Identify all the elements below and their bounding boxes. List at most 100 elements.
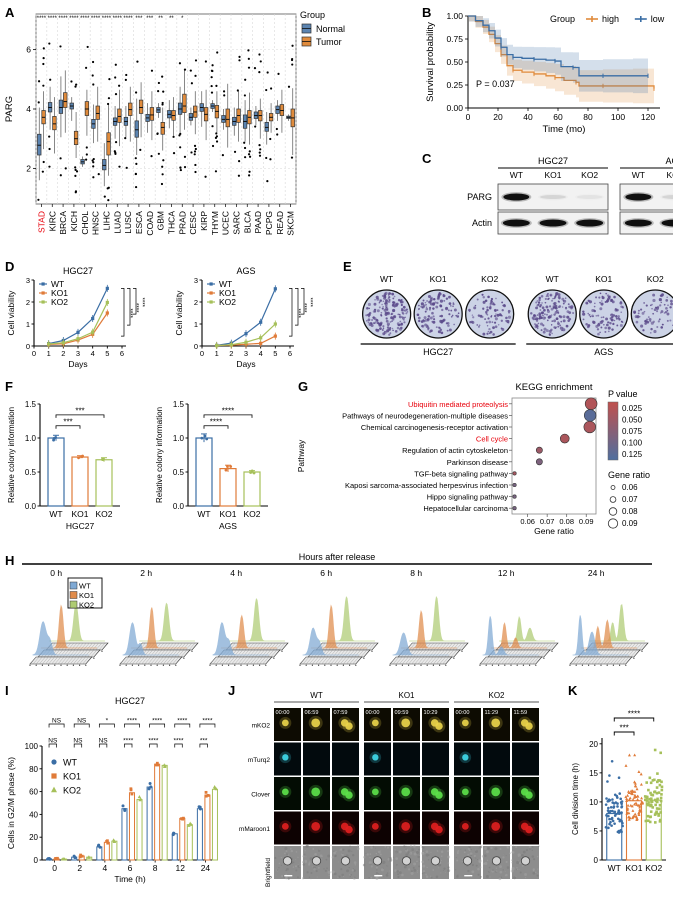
colony-spot xyxy=(374,298,376,301)
size-legend-dot xyxy=(609,496,617,503)
panel-d-subtitle: HGC27 xyxy=(63,266,93,276)
kegg-dot xyxy=(512,494,517,499)
micrograph-texture xyxy=(495,867,498,869)
colony-spot xyxy=(665,299,669,302)
micrograph-texture xyxy=(342,848,345,851)
scatter-point xyxy=(651,806,655,809)
axis-dot xyxy=(453,657,455,659)
scatter-point xyxy=(653,813,657,816)
axis-dot xyxy=(633,657,635,659)
colony-spot xyxy=(367,302,371,307)
colony-spot xyxy=(646,320,650,324)
micrograph-texture xyxy=(485,875,489,879)
colony-spot xyxy=(609,295,611,298)
colony-spot xyxy=(599,292,602,295)
outlier-point xyxy=(258,151,261,154)
colony-spot xyxy=(432,315,435,318)
fluorescence-signal xyxy=(491,821,501,831)
bar xyxy=(204,794,211,861)
fluorescence-signal xyxy=(311,718,321,728)
legend-label: KO2 xyxy=(51,297,68,307)
micrograph-texture xyxy=(471,863,475,867)
colony-spot xyxy=(648,317,652,321)
colony-spot xyxy=(645,304,648,307)
outlier-point xyxy=(136,60,139,63)
flow-floor xyxy=(569,656,633,665)
colony-spot xyxy=(482,332,486,336)
colony-spot xyxy=(418,304,420,307)
micrograph-texture xyxy=(440,848,442,850)
flow-histogram xyxy=(32,621,89,656)
panel-j-row-label: mKO2 xyxy=(252,723,271,730)
scatter-point xyxy=(78,855,82,859)
colony-spot xyxy=(597,323,601,327)
significance-stars: **** xyxy=(173,738,184,745)
colony-spot xyxy=(540,329,543,332)
outlier-point xyxy=(48,165,51,168)
colony-spot xyxy=(427,320,429,322)
scatter-point xyxy=(608,822,611,826)
micrograph-texture xyxy=(522,850,526,854)
colony-spot xyxy=(366,320,368,322)
colony-spot xyxy=(562,315,566,319)
x-tick-label: 0 xyxy=(466,112,471,122)
outlier-point xyxy=(215,84,218,87)
outlier-point xyxy=(243,94,246,97)
x-tick-label: 0 xyxy=(200,349,204,358)
scatter-point xyxy=(96,844,100,848)
colony-spot xyxy=(421,306,424,309)
colony-spot xyxy=(538,312,542,316)
colony-spot xyxy=(650,327,653,331)
colony-spot xyxy=(559,326,563,330)
bar xyxy=(154,763,161,861)
panel-g-pvalue-legend-title: value xyxy=(616,389,638,399)
outlier-point xyxy=(214,170,218,173)
scatter-point xyxy=(608,811,611,815)
scatter-point xyxy=(625,797,629,801)
fluorescence-signal xyxy=(462,754,469,761)
panel-d-ylabel: Cell viability xyxy=(174,290,184,336)
micrograph-texture xyxy=(413,852,417,856)
x-category-label: CESC xyxy=(188,211,198,235)
bar xyxy=(121,808,128,861)
colony-column-label: WT xyxy=(546,274,559,284)
panel-a-legend-title: Group xyxy=(300,10,325,20)
colony-spot xyxy=(442,294,446,298)
micrograph-texture xyxy=(312,847,315,851)
outlier-point xyxy=(157,152,160,155)
axis-dot xyxy=(311,664,313,666)
micrograph-cell xyxy=(422,742,449,776)
scatter-point xyxy=(618,819,622,823)
micrograph-texture xyxy=(477,858,479,861)
colony-spot xyxy=(404,316,406,319)
y-tick-label: 0.50 xyxy=(446,57,463,67)
scatter-point xyxy=(619,797,623,801)
panel-h-timepoint-label: 4 h xyxy=(230,568,242,578)
micrograph-texture xyxy=(278,855,280,857)
scatter-point xyxy=(618,792,622,795)
outlier-point xyxy=(275,127,278,131)
scatter-point xyxy=(61,857,66,861)
axis-dot xyxy=(426,664,428,666)
colony-spot xyxy=(495,313,497,315)
scatter-point xyxy=(204,790,208,794)
axis-dot xyxy=(439,664,441,666)
colony-spot xyxy=(548,333,551,336)
y-tick-label: 0 xyxy=(594,856,599,865)
micrograph-texture xyxy=(289,847,292,850)
colony-spot xyxy=(533,314,536,317)
colony-spot xyxy=(489,305,492,308)
colony-spot xyxy=(386,326,390,329)
outlier-point xyxy=(221,154,224,157)
x-category-label: KICH xyxy=(69,211,79,231)
micrograph-texture xyxy=(536,855,539,858)
boxplot-box xyxy=(182,93,187,113)
micrograph-texture xyxy=(284,852,286,855)
bar xyxy=(645,799,662,861)
scatter-point xyxy=(659,811,663,814)
scatter-point xyxy=(653,748,657,752)
axis-dot xyxy=(625,664,627,666)
outlier-point xyxy=(265,88,268,92)
panel-j-row-label: Brightfield xyxy=(265,858,272,887)
